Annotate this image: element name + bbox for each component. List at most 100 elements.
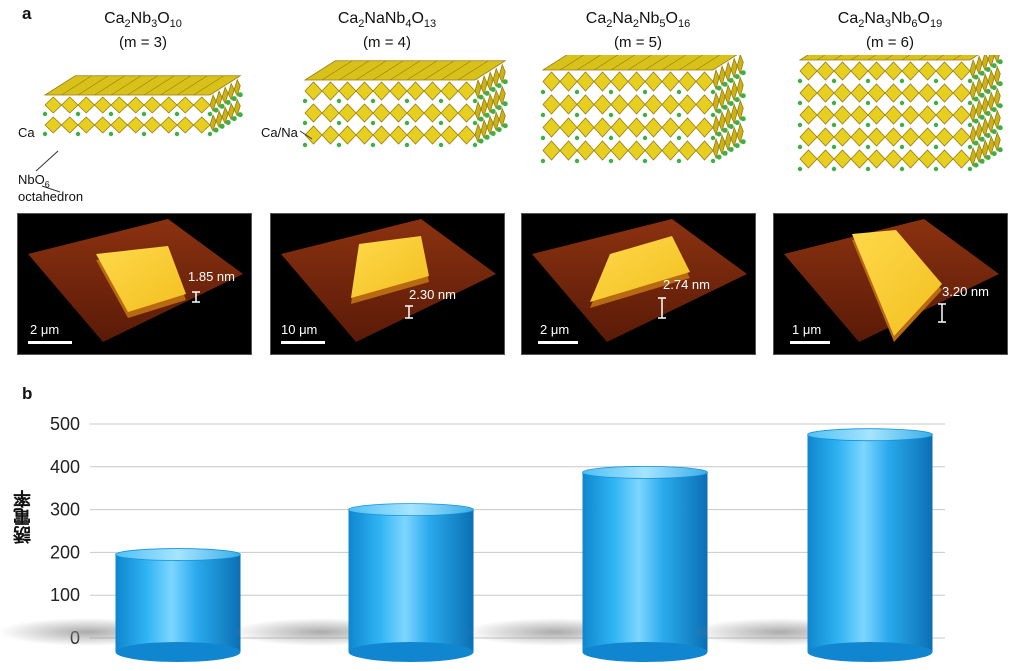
afm-flake [590, 236, 690, 302]
cation-atom [967, 166, 973, 172]
cation-atom [933, 100, 939, 106]
top-edge [143, 75, 175, 96]
cation-atom [237, 92, 243, 98]
octahedron [918, 61, 937, 81]
cation-atom [991, 85, 997, 91]
octahedron [192, 96, 211, 114]
cation-atom [608, 89, 614, 95]
cation-atom [722, 127, 728, 133]
octahedron [110, 116, 129, 134]
octahedron [993, 65, 1001, 86]
top-edge [110, 75, 142, 96]
top-edge [440, 60, 472, 81]
cation-atom [710, 89, 716, 95]
cation-atom [642, 89, 648, 95]
octahedron [423, 103, 442, 123]
panel-b-label: b [22, 384, 33, 403]
cation-atom [496, 127, 502, 133]
cation-atom [710, 158, 716, 164]
octahedron [93, 116, 112, 134]
octahedron [833, 127, 852, 147]
bar-4 [690, 428, 933, 662]
cation-atom [370, 120, 376, 126]
octahedron [372, 125, 391, 145]
cation-atom [642, 112, 648, 118]
top-edge [850, 55, 860, 61]
top-edge [952, 55, 962, 61]
top-edge [423, 60, 455, 81]
cation-atom [484, 90, 490, 96]
cation-atom [933, 78, 939, 84]
cation-atom [722, 81, 728, 87]
cation-atom [472, 98, 478, 104]
cation-atom [540, 112, 546, 118]
octahedron [498, 107, 506, 128]
scale-label-m6: 1 μm [792, 322, 822, 337]
octahedron [559, 71, 578, 92]
y-tick-label: 500 [50, 414, 80, 434]
bar-body [807, 434, 933, 652]
ca-label: Ca [18, 125, 35, 140]
m-value-m3: (m = 3) [119, 34, 167, 51]
crystal-structures-svg [35, 55, 1003, 193]
top-edge [61, 75, 92, 96]
octahedron [406, 81, 425, 101]
octahedron [952, 105, 971, 125]
top-edge [610, 55, 636, 71]
octahedron [993, 109, 1001, 130]
octahedron [372, 103, 391, 123]
octahedron [159, 116, 178, 134]
octahedron [440, 81, 459, 101]
cation-atom [574, 135, 580, 141]
cation-atom [997, 147, 1003, 153]
octahedron [952, 61, 971, 81]
cana-pointer-line [299, 130, 313, 140]
bar-body [582, 472, 708, 652]
top-edge [695, 55, 721, 71]
cation-atom [370, 98, 376, 104]
octahedron [126, 96, 145, 114]
cation-atom [472, 142, 478, 148]
y-tick-label: 300 [50, 500, 80, 520]
cation-atom [979, 70, 985, 76]
cation-atom [108, 111, 114, 117]
cation-atom [979, 114, 985, 120]
cation-atom [985, 88, 991, 94]
octahedron [644, 140, 663, 161]
cation-atom [899, 78, 905, 84]
cation-atom [42, 131, 48, 137]
octahedron [935, 127, 954, 147]
cation-atom [540, 135, 546, 141]
cation-atom [608, 135, 614, 141]
octahedron [321, 125, 340, 145]
cation-atom [865, 78, 871, 84]
cation-atom [478, 94, 484, 100]
octahedron [918, 127, 937, 147]
bar-bottom [115, 642, 241, 662]
octahedron [321, 81, 340, 101]
top-edge [77, 75, 109, 96]
cation-atom [108, 131, 114, 137]
cation-atom [75, 131, 81, 137]
octahedron [816, 149, 835, 169]
top-edge [593, 55, 619, 71]
octahedron [850, 127, 869, 147]
octahedron [372, 81, 391, 101]
cation-atom [734, 97, 740, 103]
octahedron [627, 117, 646, 138]
top-edge [918, 55, 928, 61]
height-label-m6: 3.20 nm [942, 284, 989, 299]
cation-atom [213, 127, 219, 133]
cation-atom [985, 132, 991, 138]
octahedron [77, 116, 96, 134]
bar-top [807, 428, 933, 442]
octahedron [576, 140, 595, 161]
cation-atom [490, 130, 496, 136]
cation-atom [478, 116, 484, 122]
octahedron [901, 149, 920, 169]
octahedron [661, 140, 680, 161]
octahedron [498, 85, 506, 106]
cation-atom [75, 111, 81, 117]
cation-atom [973, 162, 979, 168]
octahedron [661, 117, 680, 138]
